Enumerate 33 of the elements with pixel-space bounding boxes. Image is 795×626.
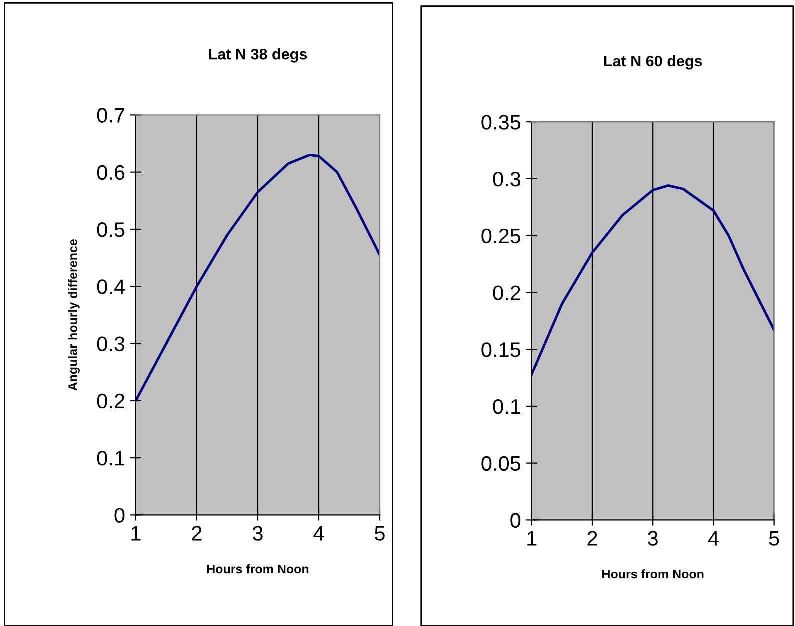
y-tick-label: 0.35	[482, 115, 521, 130]
x-tick-label: 4	[314, 526, 324, 541]
y-tick-label: 0.7	[97, 108, 124, 123]
x-tick-label: 5	[769, 531, 780, 546]
y-tick-label: 0.4	[97, 280, 125, 294]
x-tick-label: 4	[708, 531, 719, 546]
x-tick-label: 2	[192, 526, 202, 541]
x-tick-label: 2	[588, 531, 598, 546]
y-tick-label: 0.3	[493, 172, 521, 187]
y-tick-label: 0.3	[97, 336, 125, 352]
chart-title: Lat N 38 degs	[209, 48, 308, 63]
y-tick-label: 0.5	[97, 222, 125, 238]
x-tick-label: 5	[375, 526, 385, 541]
y-axis-title: Angular hourly difference	[68, 240, 80, 391]
x-tick-label: 3	[648, 531, 658, 546]
x-tick-label: 1	[528, 531, 537, 546]
y-tick-label: 0.2	[97, 394, 124, 409]
x-tick-label: 1	[132, 526, 141, 541]
y-tick-label: 0.1	[97, 451, 125, 466]
y-tick-label: 0	[510, 513, 521, 528]
x-axis-title: Hours from Noon	[602, 569, 704, 579]
x-axis-title: Hours from Noon	[207, 564, 309, 574]
y-tick-label: 0.25	[482, 228, 521, 244]
y-tick-label: 0	[114, 508, 125, 523]
x-tick-label: 3	[252, 526, 263, 541]
line-series	[532, 184, 774, 376]
y-tick-label: 0.15	[482, 342, 521, 358]
y-tick-label: 0.05	[482, 456, 521, 472]
y-tick-label: 0.6	[97, 165, 125, 180]
chart-title: Lat N 60 degs	[604, 55, 702, 70]
line-series	[136, 154, 380, 402]
y-tick-label: 0.1	[493, 399, 520, 414]
y-tick-label: 0.2	[493, 286, 520, 300]
